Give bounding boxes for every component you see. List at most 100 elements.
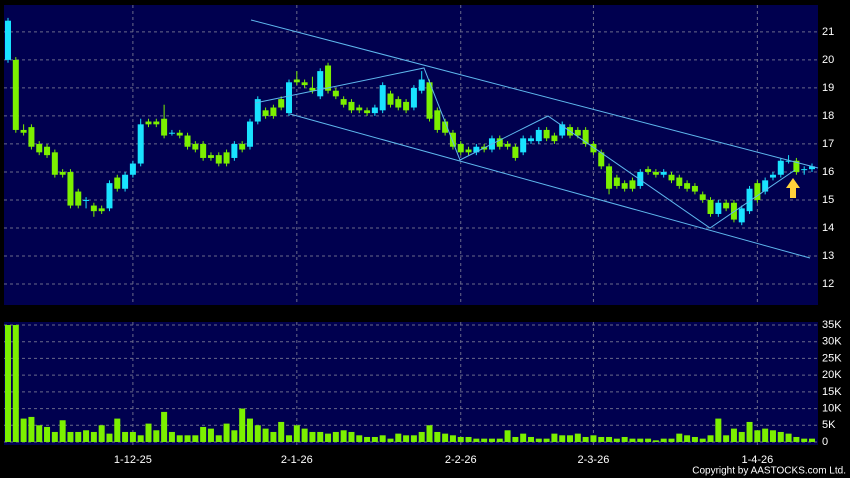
candle-body xyxy=(746,188,753,212)
volume-bar xyxy=(207,428,214,442)
candle-body xyxy=(496,138,503,147)
volume-bar xyxy=(145,423,152,442)
channel-lower xyxy=(289,113,811,259)
candle-body xyxy=(793,160,800,172)
volume-bar xyxy=(83,430,90,442)
volume-bar xyxy=(465,436,472,442)
volume-bar xyxy=(567,435,574,442)
candle-body xyxy=(465,149,472,153)
volume-bar xyxy=(270,431,277,442)
candle-body xyxy=(621,183,628,189)
x-tick-label: 1-12-25 xyxy=(114,454,152,466)
volume-bar xyxy=(777,431,784,442)
y-tick-label: 12 xyxy=(822,278,834,290)
candle-body xyxy=(371,107,378,114)
volume-bar xyxy=(387,438,394,442)
candle-body xyxy=(449,132,456,147)
volume-bar xyxy=(621,436,628,442)
volume-bar xyxy=(90,431,97,442)
candle-body xyxy=(520,138,527,153)
volume-bar xyxy=(442,433,449,442)
volume-bar xyxy=(559,435,566,442)
volume-bar xyxy=(660,438,667,442)
candle-body xyxy=(769,174,776,178)
volume-bar xyxy=(762,428,769,442)
candle-body xyxy=(325,65,332,91)
candle-body xyxy=(613,177,620,186)
volume-bar xyxy=(691,436,698,442)
candle-body xyxy=(207,155,214,158)
candle-body xyxy=(442,121,449,133)
y-tick-label: 18 xyxy=(822,110,834,122)
volume-bar xyxy=(488,438,495,442)
volume-bar xyxy=(20,418,27,442)
candle-body xyxy=(356,107,363,111)
volume-bar xyxy=(715,418,722,442)
volume-bar xyxy=(286,435,293,442)
candle-body xyxy=(106,183,113,209)
volume-bar xyxy=(5,325,11,442)
candle-body xyxy=(543,129,550,139)
volume-bar xyxy=(504,430,511,442)
candle-body xyxy=(286,82,293,114)
y-tick-label: 10K xyxy=(822,402,842,414)
volume-bar xyxy=(371,436,378,442)
y-tick-label: 0 xyxy=(822,436,828,448)
volume-bar xyxy=(36,425,43,442)
candle-body xyxy=(114,177,121,189)
y-tick-label: 20 xyxy=(822,54,834,66)
candle-body xyxy=(645,169,652,172)
volume-bar xyxy=(645,438,652,442)
volume-bar xyxy=(668,438,675,442)
volume-bar xyxy=(262,428,269,442)
volume-bar xyxy=(192,435,199,442)
y-tick-label: 30K xyxy=(822,336,842,348)
volume-bar xyxy=(426,425,433,442)
volume-bar xyxy=(114,418,121,442)
x-tick-label: 2-2-26 xyxy=(445,454,477,466)
candle-body xyxy=(348,101,355,111)
volume-bar xyxy=(574,433,581,442)
candle-body xyxy=(738,208,745,223)
y-tick-label: 15K xyxy=(822,386,842,398)
volume-bar xyxy=(418,431,425,442)
volume-bar xyxy=(801,438,808,442)
candle-body xyxy=(473,146,480,153)
candle-body xyxy=(410,87,417,108)
volume-bar xyxy=(379,435,386,442)
candle-body xyxy=(707,199,714,214)
candle-body xyxy=(254,99,261,122)
candle-body xyxy=(332,90,339,97)
volume-bar xyxy=(176,435,183,442)
candle-body xyxy=(301,82,308,86)
candle-body xyxy=(98,208,105,212)
volume-bar xyxy=(785,433,792,442)
volume-bar xyxy=(769,430,776,442)
candle-body xyxy=(161,118,168,136)
volume-bar xyxy=(699,438,706,442)
candle-body xyxy=(293,79,300,83)
volume-bar xyxy=(582,436,589,442)
candle-body xyxy=(535,129,542,142)
volume-bar xyxy=(520,433,527,442)
candle-body xyxy=(777,160,784,175)
candle-body xyxy=(192,143,199,150)
volume-bar xyxy=(403,435,410,442)
candle-body xyxy=(387,93,394,105)
candle-body xyxy=(75,191,82,206)
candle-body xyxy=(403,101,410,111)
candle-body xyxy=(51,152,58,175)
candle-body xyxy=(629,180,636,189)
candle-body xyxy=(715,202,722,214)
volume-bar xyxy=(278,421,285,442)
volume-bar xyxy=(223,423,230,442)
candle-body xyxy=(676,177,683,186)
candle-body xyxy=(262,110,269,116)
volume-bar xyxy=(67,431,74,442)
candle-body xyxy=(395,99,402,108)
candle-body xyxy=(67,171,74,206)
volume-bar xyxy=(738,431,745,442)
volume-bar xyxy=(481,438,488,442)
volume-bar xyxy=(231,430,238,442)
candle-body xyxy=(83,199,90,201)
